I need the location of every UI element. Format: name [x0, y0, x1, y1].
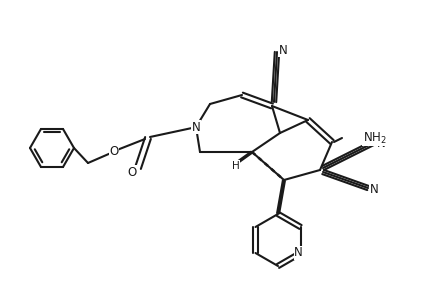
Text: N: N [370, 183, 378, 196]
Text: H: H [232, 161, 240, 171]
Text: N: N [279, 44, 287, 56]
Text: N: N [294, 246, 303, 260]
Text: N: N [377, 136, 385, 150]
Text: O: O [110, 144, 119, 158]
Text: NH$_2$: NH$_2$ [363, 131, 387, 146]
Text: O: O [127, 166, 137, 178]
Text: N: N [192, 121, 200, 133]
